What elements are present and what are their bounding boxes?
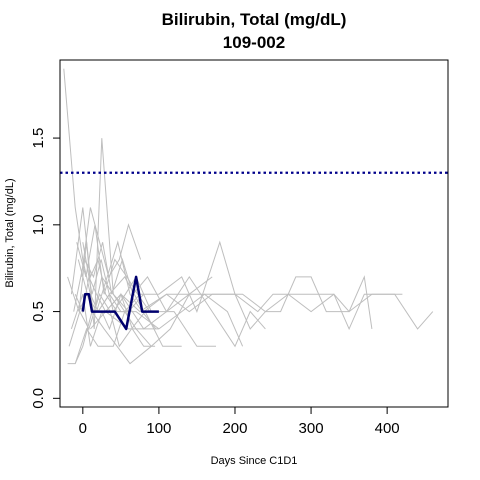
background-series-line-7: [70, 292, 156, 347]
y-axis: 0.0 0.5 1.0 1.5: [30, 128, 61, 409]
highlight-series-line: [81, 275, 159, 331]
series-layer: [63, 68, 434, 365]
background-series-line-15: [105, 275, 266, 348]
background-series-line-17: [74, 293, 190, 364]
y-tick-label: 0.5: [30, 301, 47, 322]
y-tick-label: 0.0: [30, 388, 47, 409]
x-tick-label: 200: [222, 420, 247, 437]
chart-subtitle: 109-002: [223, 33, 285, 52]
chart-title: Bilirubin, Total (mg/dL): [162, 10, 347, 29]
x-tick-label: 100: [146, 420, 171, 437]
y-tick-label: 1.0: [30, 214, 47, 235]
plot-frame: [59, 59, 449, 408]
background-series-line-13: [80, 207, 142, 279]
y-tick-label: 1.5: [30, 128, 47, 149]
x-tick-label: 300: [299, 420, 324, 437]
x-axis: 0 100 200 300 400: [79, 406, 400, 437]
x-tick-label: 0: [79, 420, 87, 437]
background-series-line-16: [90, 293, 244, 347]
x-tick-label: 400: [375, 420, 400, 437]
y-axis-label: Bilirubin, Total (mg/dL): [4, 178, 16, 287]
background-series-line-10: [68, 292, 182, 348]
background-series-line-11: [82, 242, 216, 347]
background-series-line-8: [73, 242, 213, 313]
x-axis-label: Days Since C1D1: [211, 455, 298, 467]
background-series-line-14: [97, 276, 403, 331]
